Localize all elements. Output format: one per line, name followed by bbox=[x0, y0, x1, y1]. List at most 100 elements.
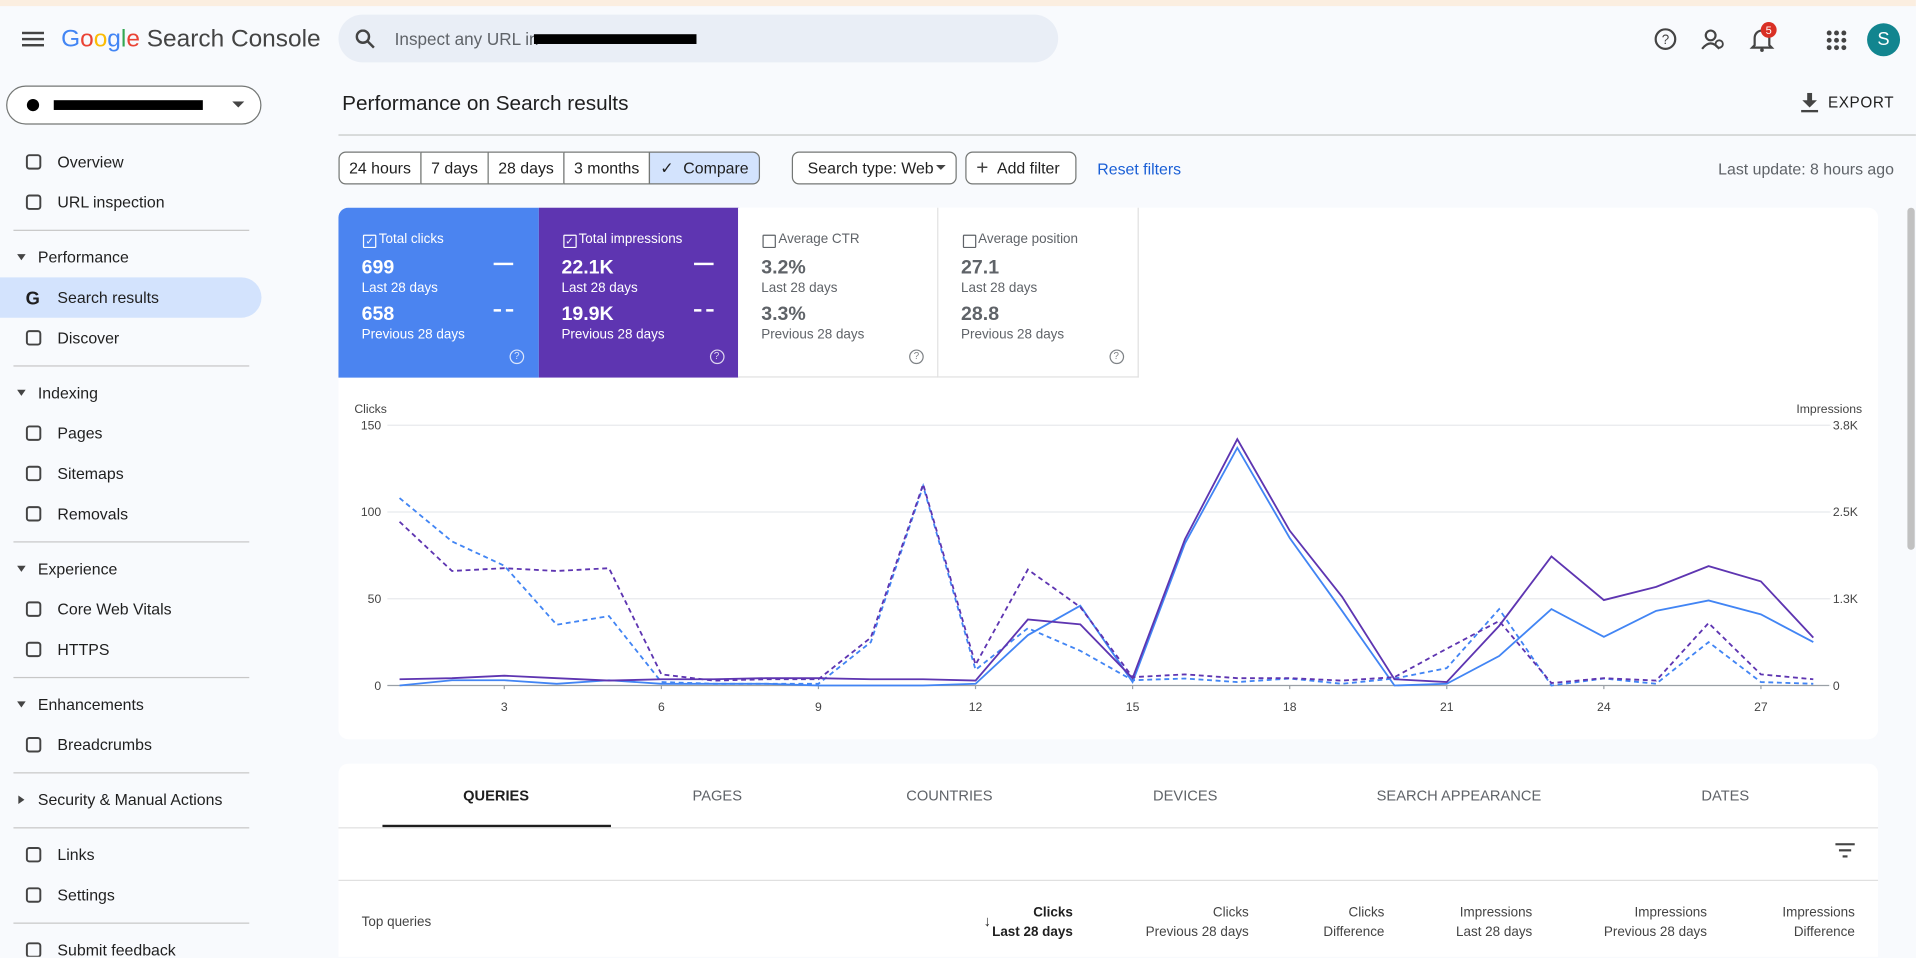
x-tick-label: 9 bbox=[815, 700, 822, 714]
page-title: Performance on Search results bbox=[342, 91, 629, 115]
y2-tick-label: 1.3K bbox=[1833, 592, 1858, 606]
nav-item[interactable]: Core Web Vitals bbox=[0, 589, 269, 629]
nav-item-label: HTTPS bbox=[57, 640, 110, 659]
svg-text:G: G bbox=[26, 288, 40, 306]
nav-item[interactable]: Pages bbox=[0, 413, 269, 453]
tab[interactable]: QUERIES bbox=[463, 786, 530, 805]
legend-solid bbox=[493, 262, 514, 266]
users-icon[interactable] bbox=[1701, 29, 1724, 50]
metric-previous: 658 bbox=[361, 304, 395, 326]
metric-current: 699 bbox=[361, 257, 395, 279]
nav-icon: G bbox=[26, 288, 40, 306]
metric-name: Average position bbox=[978, 232, 1079, 247]
nav-section[interactable]: Enhancements bbox=[0, 684, 269, 724]
column-header-line: Difference bbox=[1323, 924, 1385, 940]
apps-icon[interactable] bbox=[1826, 30, 1847, 51]
metric-card[interactable]: ✓ Total clicks 699 Last 28 days 658 Previous … bbox=[338, 207, 539, 378]
metric-card[interactable]: Average position 27.1 Last 28 days 28.8 Prev… bbox=[937, 207, 1139, 378]
nav-section-label: Experience bbox=[37, 559, 118, 578]
column-header[interactable]: Impressions Last 28 days bbox=[1456, 903, 1532, 942]
nav-item[interactable]: Discover bbox=[0, 318, 269, 358]
nav-section[interactable]: Performance bbox=[0, 237, 269, 277]
series-line bbox=[399, 445, 1814, 687]
add-filter[interactable]: + Add filter bbox=[965, 151, 1077, 185]
date-filter-label: 24 hours bbox=[349, 158, 411, 178]
top-strip bbox=[0, 0, 1916, 7]
column-header-line: Clicks bbox=[1033, 905, 1073, 921]
nav-icon bbox=[25, 887, 42, 903]
date-filter[interactable]: 3 months bbox=[563, 151, 651, 185]
y-axis-label: Clicks bbox=[354, 402, 387, 416]
nav-icon bbox=[25, 737, 42, 753]
column-header[interactable]: Impressions Difference bbox=[1782, 903, 1854, 942]
y2-tick-label: 2.5K bbox=[1833, 505, 1858, 519]
tab[interactable]: COUNTRIES bbox=[906, 786, 993, 805]
nav-item-label: Overview bbox=[57, 152, 124, 172]
y-tick-label: 0 bbox=[374, 679, 381, 693]
expand-arrow bbox=[17, 254, 26, 261]
export-button[interactable]: EXPORT bbox=[1801, 92, 1894, 113]
nav-section[interactable]: Indexing bbox=[0, 373, 269, 413]
tab[interactable]: SEARCH APPEARANCE bbox=[1376, 786, 1542, 805]
tab[interactable]: PAGES bbox=[692, 786, 742, 805]
metric-previous: 19.9K bbox=[561, 304, 614, 326]
nav-item[interactable]: G Search results bbox=[0, 277, 262, 318]
column-header[interactable]: Clicks Previous 28 days bbox=[1146, 903, 1249, 942]
metric-checkbox bbox=[762, 234, 776, 249]
search-type[interactable]: Search type: Web bbox=[791, 151, 957, 185]
nav-section[interactable]: Experience bbox=[0, 549, 269, 589]
search-icon bbox=[355, 29, 375, 49]
date-filter[interactable]: 24 hours bbox=[338, 151, 422, 185]
date-filter[interactable]: 7 days bbox=[420, 151, 489, 185]
help-icon: ? bbox=[509, 349, 525, 365]
nav-item[interactable]: Overview bbox=[0, 142, 269, 182]
nav-item[interactable]: Breadcrumbs bbox=[0, 725, 269, 765]
nav-item[interactable]: HTTPS bbox=[0, 629, 269, 669]
property-selector[interactable] bbox=[6, 85, 262, 125]
column-header[interactable]: Clicks Difference bbox=[1323, 903, 1384, 942]
column-header[interactable]: Clicks Last 28 days bbox=[992, 903, 1073, 942]
logo[interactable]: Google Search Console bbox=[61, 26, 321, 54]
download-icon bbox=[1801, 92, 1819, 113]
url-search[interactable]: Inspect any URL in bbox=[338, 14, 1059, 63]
nav-item[interactable]: URL inspection bbox=[0, 182, 269, 222]
date-filter[interactable]: ✓ Compare bbox=[648, 151, 761, 185]
x-tick-label: 15 bbox=[1126, 700, 1140, 714]
nav-item-label: Core Web Vitals bbox=[57, 599, 172, 619]
nav-item[interactable]: Removals bbox=[0, 494, 269, 534]
expand-arrow bbox=[18, 795, 25, 805]
date-filter-label: Compare bbox=[683, 158, 749, 178]
tab[interactable]: DEVICES bbox=[1153, 786, 1218, 805]
reset-filters[interactable]: Reset filters bbox=[1097, 160, 1182, 179]
nav-section-label: Performance bbox=[37, 248, 129, 267]
help-icon[interactable]: ? bbox=[1654, 28, 1677, 50]
menu-button[interactable] bbox=[21, 29, 46, 49]
svg-text:?: ? bbox=[1662, 32, 1669, 47]
date-filter-label: 7 days bbox=[431, 158, 478, 178]
nav-icon bbox=[25, 330, 42, 346]
nav-item[interactable]: Settings bbox=[0, 875, 269, 915]
nav-item-label: Discover bbox=[57, 328, 120, 348]
metric-card[interactable]: ✓ Total impressions 22.1K Last 28 days 19.9K… bbox=[538, 207, 739, 378]
avatar[interactable]: S bbox=[1867, 23, 1901, 57]
date-filter[interactable]: 28 days bbox=[487, 151, 565, 185]
tab[interactable]: DATES bbox=[1701, 786, 1750, 805]
nav-item[interactable]: Links bbox=[0, 835, 269, 875]
help-icon: ? bbox=[1108, 349, 1124, 365]
expand-arrow bbox=[17, 389, 26, 396]
nav-divider bbox=[13, 922, 250, 924]
column-header[interactable]: Impressions Previous 28 days bbox=[1604, 903, 1707, 942]
filter-icon[interactable] bbox=[1835, 843, 1855, 858]
x-tick-label: 12 bbox=[969, 700, 983, 714]
nav-section[interactable]: Security & Manual Actions bbox=[0, 780, 269, 820]
series-line bbox=[398, 482, 1814, 687]
legend-dashed bbox=[493, 309, 514, 312]
dropdown-arrow bbox=[935, 164, 946, 170]
series-line bbox=[398, 481, 1814, 684]
nav-divider bbox=[13, 365, 250, 367]
metric-card[interactable]: Average CTR 3.2% Last 28 days 3.3% Previous … bbox=[738, 207, 939, 378]
nav-divider bbox=[13, 827, 250, 829]
nav-item[interactable]: Submit feedback bbox=[0, 930, 269, 957]
nav-section-label: Indexing bbox=[37, 383, 98, 403]
nav-item[interactable]: Sitemaps bbox=[0, 453, 269, 493]
